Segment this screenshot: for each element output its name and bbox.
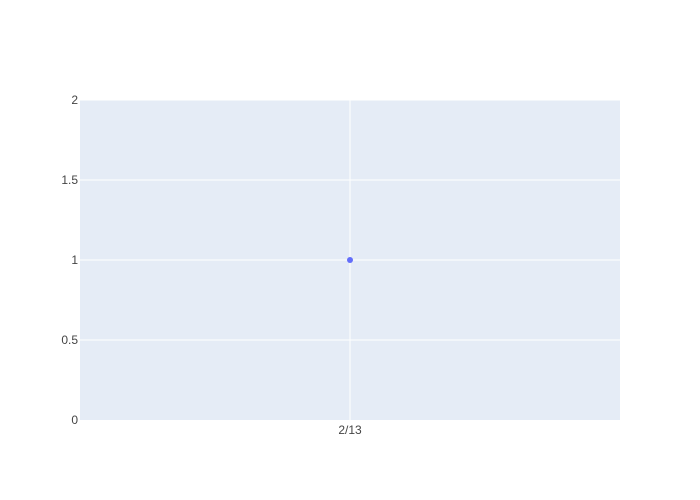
y-tick-label: 0	[71, 413, 78, 427]
y-tick-label: 0.5	[61, 333, 78, 347]
data-point[interactable]	[347, 257, 353, 263]
y-tick-label: 1	[71, 253, 78, 267]
data-points	[347, 257, 353, 263]
x-axis-tick-labels: 2/13	[338, 423, 362, 437]
x-tick-label: 2/13	[338, 423, 362, 437]
y-tick-label: 2	[71, 93, 78, 107]
y-axis-tick-labels: 0 0.5 1 1.5 2	[61, 93, 78, 427]
y-tick-label: 1.5	[61, 173, 78, 187]
